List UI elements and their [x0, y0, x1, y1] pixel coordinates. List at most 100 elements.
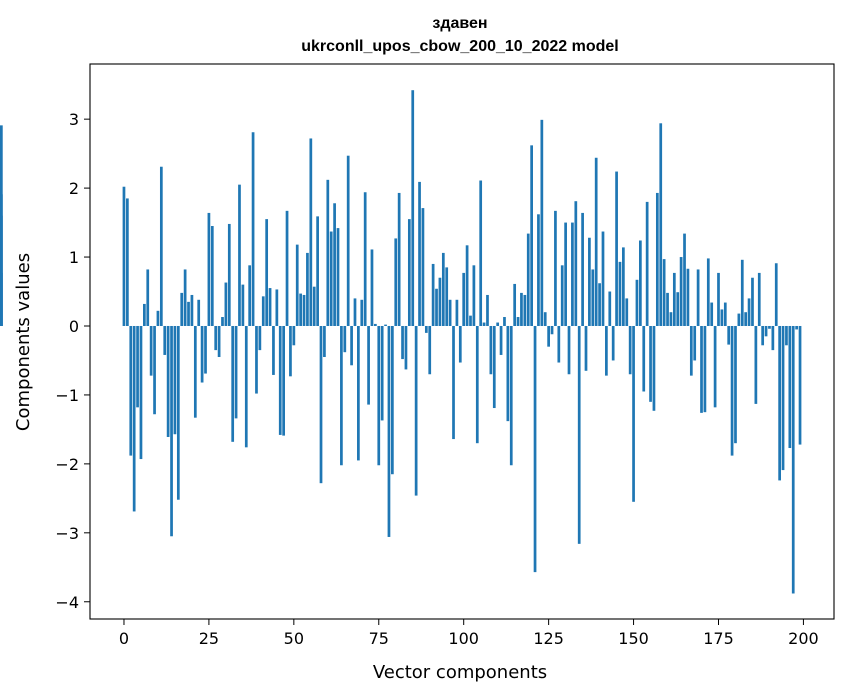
bar: [319, 325, 323, 484]
bar: [197, 299, 201, 326]
bar: [761, 325, 765, 346]
bar: [540, 119, 544, 326]
y-axis-label: Components values: [13, 253, 34, 431]
bar: [445, 267, 449, 326]
bar: [489, 325, 493, 375]
bar: [591, 269, 595, 326]
bar: [523, 294, 527, 326]
bar: [139, 325, 143, 460]
y-tick-label: −2: [55, 455, 79, 474]
bar: [608, 291, 612, 326]
bar: [268, 288, 272, 326]
bar: [323, 325, 326, 358]
bar: [727, 325, 731, 345]
x-tick-label: 25: [199, 629, 219, 648]
plot-frame: [89, 63, 835, 620]
bar: [655, 192, 659, 326]
chart-title: здавен: [432, 15, 487, 32]
bar: [703, 325, 707, 413]
bar: [258, 325, 262, 351]
bar: [329, 231, 333, 326]
bar: [360, 299, 364, 326]
bar: [475, 325, 479, 444]
bar: [452, 325, 455, 440]
bar: [333, 203, 336, 326]
bar: [764, 325, 768, 337]
bar: [734, 325, 737, 444]
bar: [265, 219, 269, 326]
bar: [642, 325, 646, 392]
bar: [465, 245, 469, 326]
bar: [340, 325, 343, 466]
bar: [377, 325, 381, 466]
bar: [547, 325, 550, 347]
bar: [173, 325, 177, 435]
y-tick-label: 3: [69, 110, 79, 129]
bar: [221, 317, 224, 326]
bar: [136, 325, 139, 408]
chart-subtitle: ukrconll_upos_cbow_200_10_2022 model: [301, 38, 618, 55]
bar: [791, 325, 795, 594]
bar: [302, 294, 306, 326]
bar: [747, 298, 751, 326]
bar: [282, 325, 285, 436]
bar: [170, 325, 173, 537]
bar: [622, 247, 625, 326]
x-tick-label: 0: [119, 629, 129, 648]
bar: [238, 184, 241, 326]
bar: [394, 238, 398, 326]
x-axis-label: Vector components: [373, 662, 547, 683]
bar: [462, 272, 466, 326]
y-tick-label: 0: [69, 317, 79, 336]
bar: [662, 259, 666, 326]
bar: [696, 269, 700, 326]
bar: [176, 325, 180, 500]
bar: [666, 292, 669, 326]
bar: [401, 325, 404, 360]
bar: [163, 325, 167, 355]
bar: [156, 310, 160, 326]
bar: [486, 294, 489, 326]
bar: [781, 325, 785, 471]
bar: [428, 325, 432, 375]
bar: [503, 317, 506, 326]
bar: [516, 317, 520, 326]
bar: [438, 277, 442, 326]
bar: [180, 292, 184, 326]
bar: [214, 325, 218, 351]
bar: [431, 263, 435, 326]
bar: [244, 325, 248, 448]
y-tick-label: −4: [55, 593, 79, 612]
bar: [367, 325, 370, 405]
bar: [737, 313, 741, 326]
bar: [581, 212, 584, 326]
bar: [632, 325, 635, 502]
bar: [353, 298, 357, 326]
bar: [550, 325, 554, 335]
bar: [584, 325, 588, 371]
bar: [639, 240, 642, 326]
bar: [391, 325, 394, 475]
bar: [567, 325, 571, 375]
bar: [363, 192, 367, 326]
bar: [537, 214, 540, 326]
bar: [683, 233, 686, 326]
bar: [798, 325, 802, 445]
bar: [336, 228, 340, 326]
bar: [543, 312, 547, 326]
bar: [374, 323, 377, 326]
bar: [700, 325, 703, 413]
x-tick-label: 100: [448, 629, 479, 648]
bar: [207, 212, 211, 326]
bar: [669, 312, 673, 326]
bar: [520, 292, 523, 326]
bar: [153, 325, 156, 415]
bar: [458, 325, 462, 363]
x-tick-label: 175: [703, 629, 734, 648]
bar: [615, 171, 618, 326]
x-tick-label: 50: [284, 629, 304, 648]
bar: [482, 322, 486, 326]
bar: [146, 269, 150, 326]
bar: [309, 138, 313, 326]
bar: [312, 286, 316, 326]
